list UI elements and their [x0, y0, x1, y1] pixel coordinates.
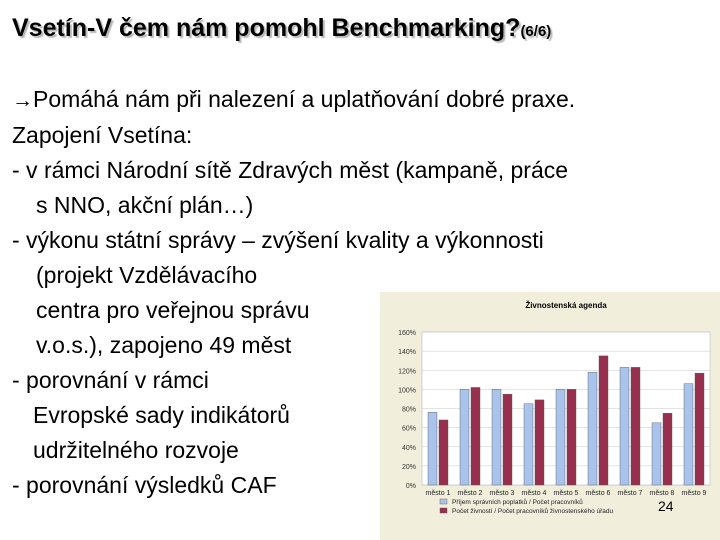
x-tick-label: město 5: [554, 490, 579, 497]
body-line: - porovnání v rámci: [12, 363, 575, 398]
body-line-text: Evropské sady indikátorů: [33, 402, 290, 428]
y-tick-label: 20%: [402, 464, 416, 471]
body-line-text: Pomáhá nám při nalezení a uplatňování do…: [33, 86, 576, 112]
y-tick-label: 80%: [402, 407, 416, 414]
y-tick-label: 60%: [402, 426, 416, 433]
body-line: Zapojení Vsetína:: [12, 118, 575, 153]
body-line: - porovnání výsledků CAF: [12, 468, 575, 503]
body-line-text: - porovnání výsledků CAF: [12, 472, 277, 498]
x-tick-label: město 4: [522, 490, 547, 497]
y-tick-label: 160%: [398, 330, 416, 337]
x-tick-label: město 3: [490, 490, 515, 497]
x-tick-label: město 6: [586, 490, 611, 497]
y-tick-label: 120%: [398, 368, 416, 375]
body-line: (projekt Vzdělávacího: [12, 258, 575, 293]
body-line-text: s NNO, akční plán…): [36, 192, 254, 218]
bar-prijem: [491, 389, 502, 486]
legend-entry: Příjem správních poplatků / Počet pracov…: [452, 498, 583, 506]
bar-prijem: [427, 412, 438, 486]
legend-swatch: [439, 498, 448, 505]
body-line-text: udržitelného rozvoje: [33, 437, 239, 463]
y-tick-label: 100%: [398, 387, 416, 394]
bar-prijem: [683, 383, 694, 486]
bar-prijem: [459, 389, 470, 486]
bar-prijem: [587, 371, 598, 486]
body-line-text: (projekt Vzdělávacího: [36, 262, 258, 288]
y-tick-label: 140%: [398, 349, 416, 356]
y-tick-label: 0%: [406, 483, 416, 490]
body-line: s NNO, akční plán…): [12, 188, 575, 223]
body-line: udržitelného rozvoje: [12, 433, 575, 468]
title-main: Vsetín-V čem nám pomohl Benchmarking?: [12, 14, 521, 42]
body-line-text: - v rámci Národní sítě Zdravých měst (ka…: [12, 157, 569, 183]
body-line-text: v.o.s.), zapojeno 49 měst: [36, 332, 292, 358]
bar-pocet: [470, 387, 481, 486]
bar-pocet: [566, 389, 577, 486]
bar-pocet: [438, 419, 449, 486]
x-tick-label: město 9: [682, 490, 707, 497]
body-line: centra pro veřejnou správu: [12, 293, 575, 328]
x-tick-label: město 8: [650, 490, 675, 497]
bar-pocet: [502, 393, 513, 486]
bar-pocet: [662, 413, 673, 486]
benchmark-chart: Živnostenská agenda 0% 20% 40% 60% 80% 100% 120…: [380, 292, 720, 540]
x-tick-label: město 2: [458, 490, 483, 497]
x-tick-label: město 1: [426, 490, 451, 497]
body-line-text: - výkonu státní správy – zvýšení kvality…: [12, 227, 544, 253]
bar-prijem: [523, 403, 534, 486]
bar-pocet: [630, 367, 641, 486]
chart-svg: Živnostenská agenda 0% 20% 40% 60% 80% 100% 120…: [398, 301, 711, 515]
body-line: →Pomáhá nám při nalezení a uplatňování d…: [12, 82, 575, 118]
body-line-text: centra pro veřejnou správu: [36, 297, 310, 323]
body-line: - v rámci Národní sítě Zdravých měst (ka…: [12, 153, 575, 188]
bar-prijem: [651, 422, 662, 486]
body-line-text: Zapojení Vsetína:: [12, 122, 193, 148]
title-suffix: (6/6): [520, 23, 552, 40]
x-tick-label: město 7: [618, 490, 643, 497]
bar-prijem: [619, 367, 630, 486]
legend-swatch: [439, 507, 448, 514]
legend-entry: Počet živností / Počet pracovníků živnos…: [452, 507, 614, 515]
body-line: v.o.s.), zapojeno 49 měst: [12, 328, 575, 363]
chart-title: Živnostenská agenda: [525, 301, 607, 310]
page-number: 24: [658, 498, 674, 514]
y-tick-label: 40%: [402, 445, 416, 452]
slide-title: Vsetín-V čem nám pomohl Benchmarking?(6/…: [12, 14, 551, 43]
bar-prijem: [555, 389, 566, 486]
slide-body: →Pomáhá nám při nalezení a uplatňování d…: [12, 82, 575, 503]
body-line: Evropské sady indikátorů: [12, 398, 575, 433]
bullet-arrow-icon: →: [12, 89, 33, 112]
bar-pocet: [598, 355, 609, 486]
bar-pocet: [694, 372, 705, 486]
body-line: - výkonu státní správy – zvýšení kvality…: [12, 223, 575, 258]
bar-pocet: [534, 399, 545, 486]
body-line-text: - porovnání v rámci: [12, 367, 209, 393]
